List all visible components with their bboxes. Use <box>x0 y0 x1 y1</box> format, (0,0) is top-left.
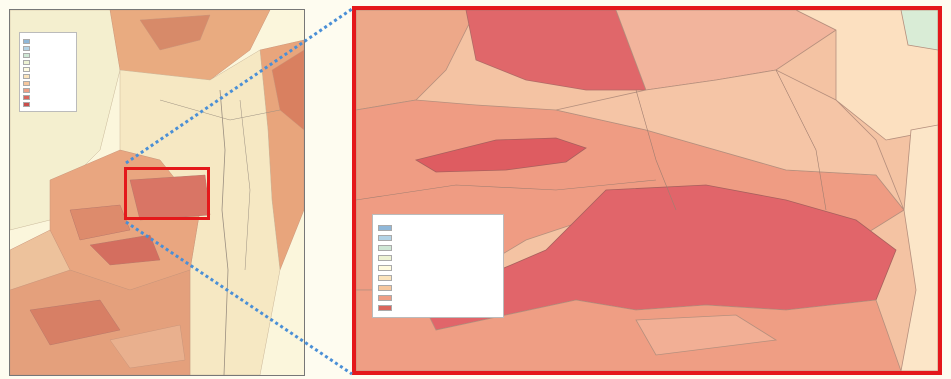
overview-legend-swatch <box>23 67 30 72</box>
overview-legend-swatch <box>23 95 30 100</box>
overview-legend-item <box>23 80 73 87</box>
overview-legend-item <box>23 66 73 73</box>
zoom-legend-item <box>378 283 498 293</box>
overview-legend-swatch <box>23 39 30 44</box>
overview-legend-swatch <box>23 102 30 107</box>
overview-legend-swatch <box>23 74 30 79</box>
zoom-legend-item <box>378 273 498 283</box>
zoom-legend-item <box>378 253 498 263</box>
zoom-map[interactable] <box>352 6 942 375</box>
overview-legend-item <box>23 101 73 108</box>
overview-legend-item <box>23 59 73 66</box>
overview-legend <box>19 32 77 112</box>
zoom-legend-item <box>378 243 498 253</box>
zoom-legend-swatch <box>378 285 392 291</box>
overview-legend-swatch <box>23 53 30 58</box>
overview-legend-item <box>23 38 73 45</box>
overview-legend-swatch <box>23 46 30 51</box>
zoom-legend-item <box>378 223 498 233</box>
zoom-legend-swatch <box>378 275 392 281</box>
overview-legend-swatch <box>23 88 30 93</box>
zoom-legend-swatch <box>378 225 392 231</box>
overview-legend-swatch <box>23 81 30 86</box>
zoom-legend-item <box>378 233 498 243</box>
overview-legend-item <box>23 94 73 101</box>
overview-legend-item <box>23 73 73 80</box>
overview-legend-item <box>23 52 73 59</box>
zoom-legend-item <box>378 303 498 313</box>
zoom-legend-swatch <box>378 265 392 271</box>
overview-highlight-box <box>124 167 210 220</box>
zoom-legend-swatch <box>378 295 392 301</box>
zoom-legend-swatch <box>378 235 392 241</box>
zoom-legend-item <box>378 263 498 273</box>
overview-legend-item <box>23 87 73 94</box>
zoom-legend-swatch <box>378 255 392 261</box>
overview-legend-swatch <box>23 60 30 65</box>
zoom-legend-swatch <box>378 305 392 311</box>
zoom-legend <box>372 214 504 318</box>
overview-legend-item <box>23 45 73 52</box>
zoom-legend-item <box>378 293 498 303</box>
zoom-legend-swatch <box>378 245 392 251</box>
